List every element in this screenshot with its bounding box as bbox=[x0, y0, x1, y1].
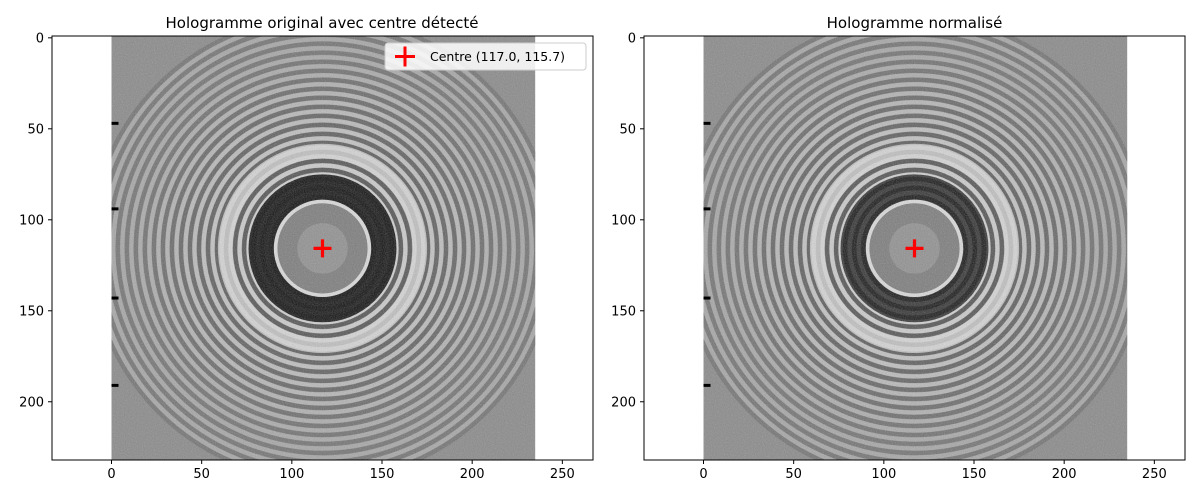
x-tick-label: 50 bbox=[193, 467, 210, 482]
y-tick-label: 150 bbox=[19, 304, 44, 319]
centre-marker bbox=[313, 239, 332, 258]
x-tick-label: 200 bbox=[460, 467, 485, 482]
axes-frame bbox=[51, 35, 594, 461]
x-tick-label: 50 bbox=[785, 467, 802, 482]
x-tick-label: 200 bbox=[1052, 467, 1077, 482]
panel-normalized: Hologramme normalisé 0 50 100 150 200 250 0 50 1… bbox=[611, 14, 1186, 482]
edge-mark bbox=[703, 121, 711, 125]
x-tick-label: 150 bbox=[962, 467, 987, 482]
edge-mark bbox=[111, 296, 119, 300]
x-tick-label: 0 bbox=[107, 467, 115, 482]
edge-mark bbox=[111, 383, 119, 387]
y-tick-label: 200 bbox=[19, 395, 44, 410]
x-tick-label: 100 bbox=[279, 467, 304, 482]
x-tick-label: 250 bbox=[1142, 467, 1167, 482]
x-tick-label: 100 bbox=[871, 467, 896, 482]
legend-label: Centre (117.0, 115.7) bbox=[430, 49, 565, 64]
y-tick-label: 100 bbox=[611, 213, 636, 228]
y-tick-label: 50 bbox=[619, 122, 636, 137]
hologram-image bbox=[703, 36, 1128, 460]
legend: Centre (117.0, 115.7) bbox=[384, 42, 587, 71]
y-tick-label: 150 bbox=[611, 304, 636, 319]
hologram-image bbox=[111, 36, 536, 460]
edge-mark bbox=[703, 383, 711, 387]
legend-marker-icon bbox=[395, 46, 415, 67]
y-tick-label: 100 bbox=[19, 213, 44, 228]
x-tick-label: 0 bbox=[699, 467, 707, 482]
panel-title: Hologramme original avec centre détecté bbox=[166, 14, 479, 32]
x-tick-label: 150 bbox=[370, 467, 395, 482]
y-tick-label: 0 bbox=[36, 31, 44, 46]
y-tick-label: 0 bbox=[628, 31, 636, 46]
panel-original: Hologramme original avec centre détecté … bbox=[19, 14, 594, 482]
edge-mark bbox=[111, 121, 119, 125]
edge-mark bbox=[703, 207, 711, 211]
edge-mark bbox=[703, 296, 711, 300]
plot-area: 0 50 100 150 200 250 0 50 100 150 200 bbox=[19, 31, 594, 482]
y-tick-label: 200 bbox=[611, 395, 636, 410]
axes-frame bbox=[643, 35, 1186, 461]
legend-box bbox=[384, 42, 587, 71]
y-tick-label: 50 bbox=[27, 122, 44, 137]
x-tick-label: 250 bbox=[550, 467, 575, 482]
edge-mark bbox=[111, 207, 119, 211]
panel-title: Hologramme normalisé bbox=[827, 14, 1003, 32]
plot-area: 0 50 100 150 200 250 0 50 100 150 200 bbox=[611, 31, 1186, 482]
centre-marker bbox=[905, 239, 924, 258]
